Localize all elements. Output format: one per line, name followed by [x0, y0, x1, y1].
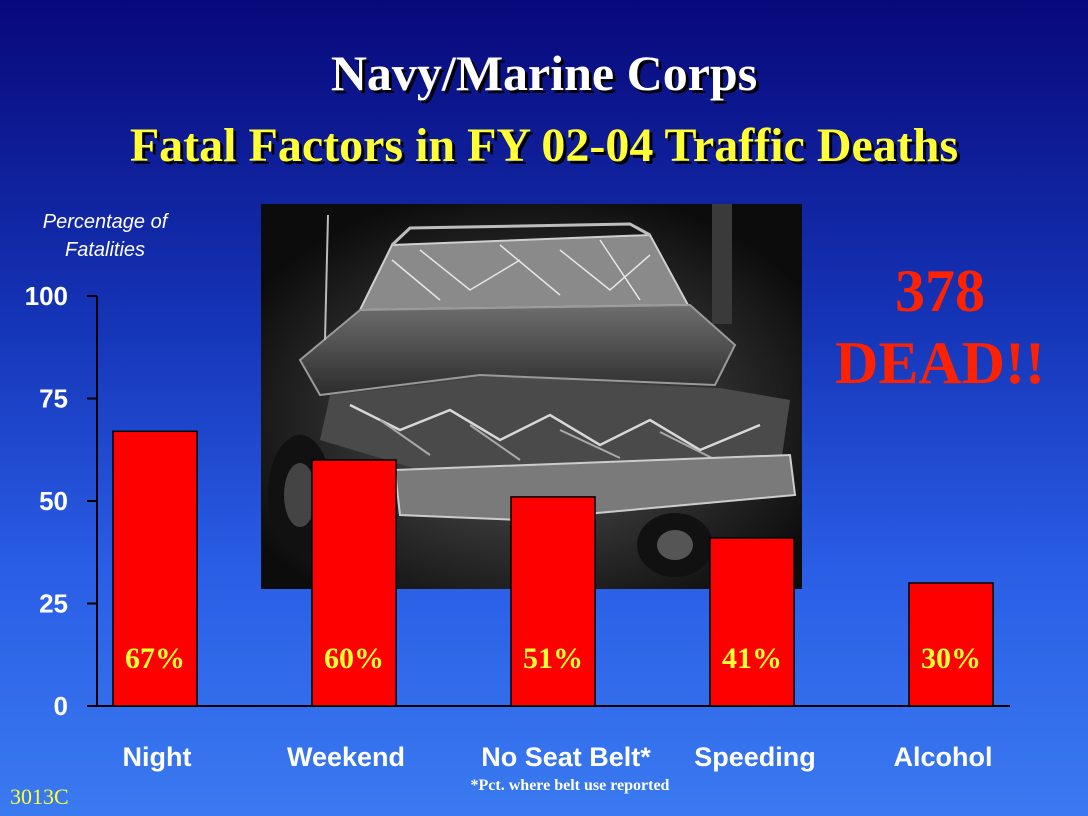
x-tick-label: No Seat Belt*: [481, 742, 651, 772]
bar-no-seat-belt: [510, 496, 596, 707]
bar-data-label: 67%: [125, 642, 185, 675]
bar-data-label: 51%: [523, 642, 583, 675]
bar-data-label: 30%: [921, 642, 981, 675]
x-tick-label: Speeding: [694, 742, 816, 772]
slide-code: 3013C: [10, 784, 69, 809]
bar-data-label: 41%: [722, 642, 782, 675]
bar-weekend: [311, 459, 397, 707]
y-tick-label: 25: [39, 589, 68, 619]
chart-title: Navy/Marine Corps: [330, 45, 758, 101]
x-tick-label: Alcohol: [894, 742, 993, 772]
bar-night: [112, 430, 198, 707]
y-tick-label: 50: [39, 486, 68, 516]
y-axis-label: Percentage of Fatalities: [42, 211, 168, 261]
footnote: *Pct. where belt use reported: [470, 777, 670, 794]
dead-label: DEAD!!: [835, 330, 1045, 396]
y-tick-label: 0: [54, 691, 68, 721]
y-tick-label: 100: [25, 281, 68, 311]
x-tick-label: Weekend: [287, 742, 405, 772]
fatality-count-annotation: 378 DEAD!!: [820, 255, 1060, 399]
fatality-count: 378: [895, 258, 985, 324]
bar-data-label: 60%: [324, 642, 384, 675]
bar-speeding: [709, 537, 795, 707]
bar-alcohol: [908, 582, 994, 707]
x-tick-label: Night: [123, 742, 192, 772]
y-tick-label: 75: [39, 384, 68, 414]
chart-subtitle: Fatal Factors in FY 02-04 Traffic Deaths: [129, 119, 959, 172]
